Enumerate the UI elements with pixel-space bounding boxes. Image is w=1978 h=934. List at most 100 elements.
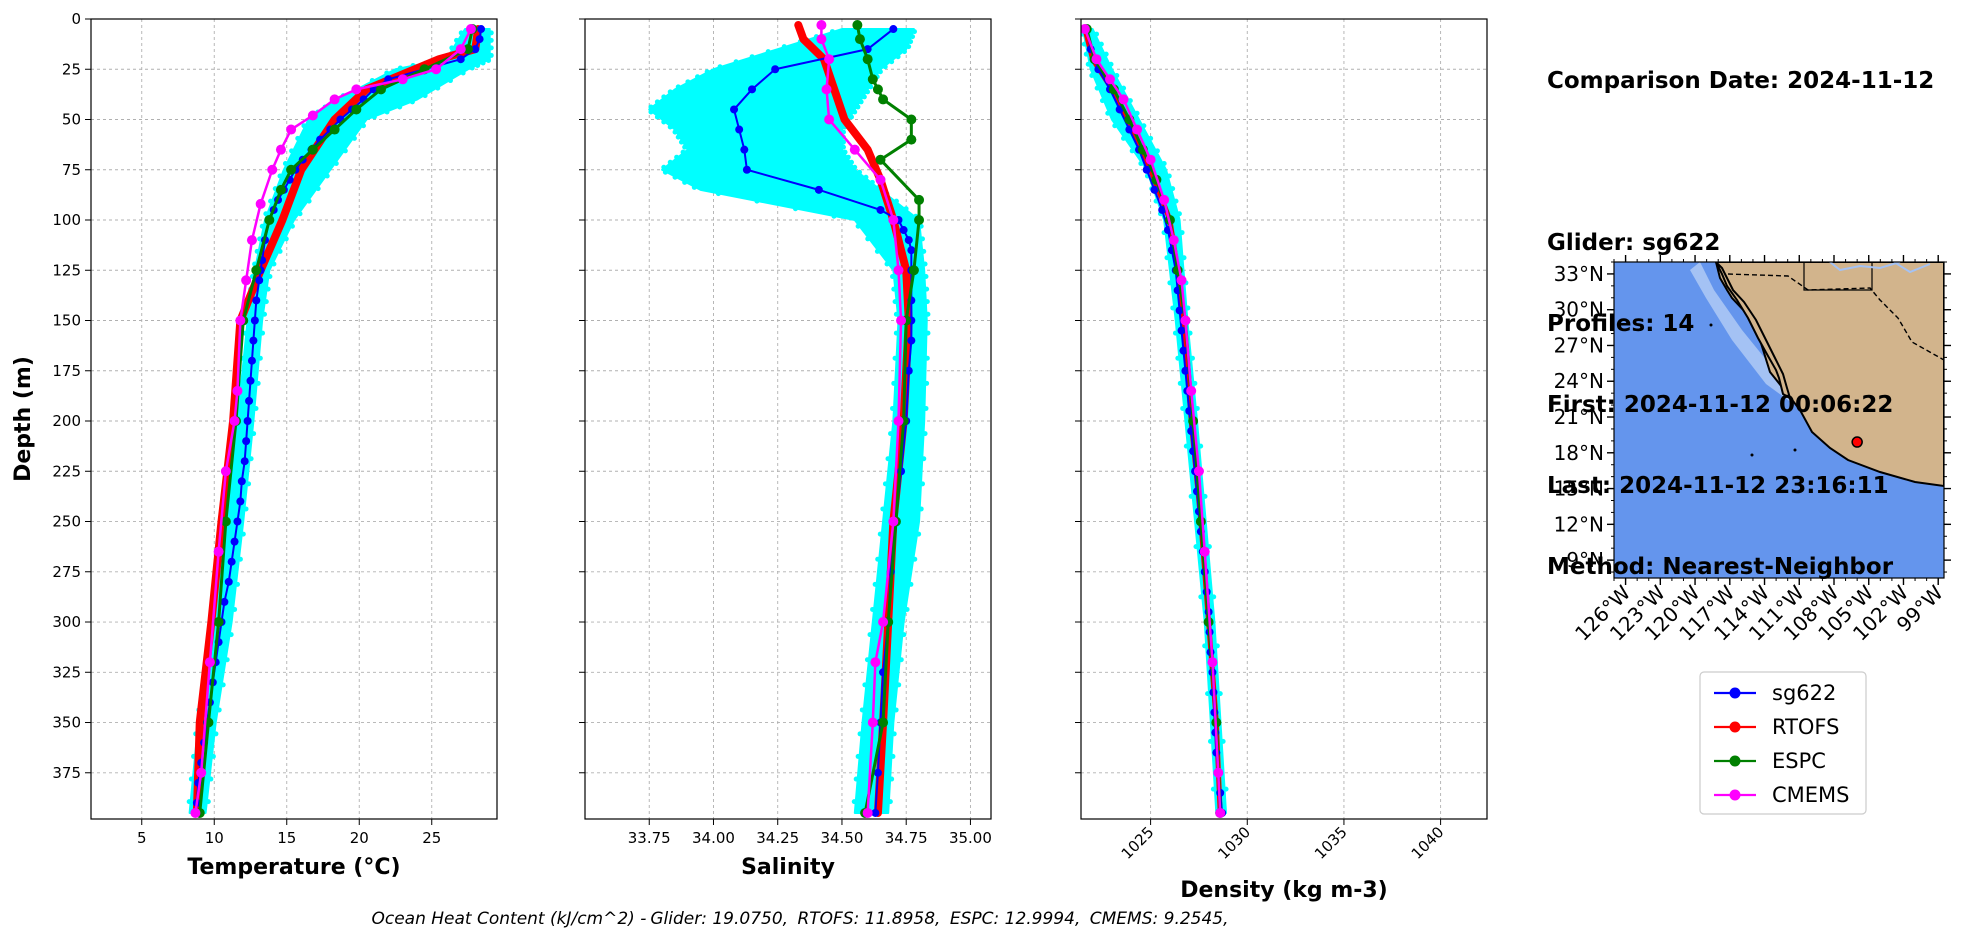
x-tick-label: 35.00 — [949, 829, 992, 847]
series-point-cmems — [1180, 315, 1191, 326]
raw-glider-point — [893, 198, 899, 204]
raw-glider-point — [865, 236, 871, 242]
series-point-cmems — [1168, 235, 1179, 246]
raw-glider-point — [922, 261, 928, 267]
y-tick-label: 300 — [52, 613, 81, 631]
series-point-sg622 — [243, 417, 252, 426]
raw-glider-point — [918, 506, 924, 512]
raw-glider-point — [875, 556, 881, 562]
raw-glider-point — [715, 191, 721, 197]
raw-glider-point — [257, 355, 263, 361]
series-point-sg622 — [1175, 306, 1184, 315]
series-point-sg622 — [233, 517, 242, 526]
series-line-cmems — [1083, 27, 1222, 815]
raw-glider-point — [1099, 98, 1105, 104]
profiles-label: Profiles: 14 — [1547, 311, 1695, 337]
raw-glider-point — [277, 173, 283, 179]
raw-glider-point — [892, 299, 898, 305]
raw-glider-point — [1207, 738, 1213, 744]
raw-glider-point — [904, 606, 910, 612]
map-lat-label: 27°N — [1554, 333, 1604, 357]
raw-glider-point — [667, 124, 673, 130]
ohc-prefix: Ocean Heat Content (kJ/cm^2) - — [371, 909, 647, 929]
comparison-date: Comparison Date: 2024-11-12 — [1547, 68, 1935, 94]
series-point-sg622 — [456, 55, 465, 64]
raw-glider-point — [862, 682, 868, 688]
raw-glider-point — [672, 129, 678, 135]
raw-glider-point — [480, 60, 486, 66]
raw-glider-point — [891, 380, 897, 386]
series-point-espc — [376, 84, 386, 95]
legend-marker — [1729, 755, 1741, 767]
series-point-cmems — [246, 235, 257, 246]
raw-glider-point — [678, 139, 684, 145]
x-tick-label: 1035 — [1311, 823, 1351, 863]
raw-glider-point — [858, 99, 864, 105]
raw-glider-point — [235, 581, 240, 587]
series-point-cmems — [824, 114, 835, 125]
raw-glider-point — [1134, 110, 1140, 116]
raw-glider-point — [882, 481, 888, 487]
raw-glider-point — [855, 223, 861, 229]
raw-glider-point — [896, 682, 902, 688]
series-point-sg622 — [1158, 205, 1167, 214]
raw-glider-point — [263, 299, 269, 305]
raw-glider-point — [672, 174, 678, 180]
series-point-sg622 — [250, 316, 259, 325]
raw-glider-point — [842, 149, 848, 155]
y-tick-label: 200 — [52, 412, 81, 430]
raw-glider-point — [1170, 186, 1176, 192]
map-border — [1727, 273, 1944, 361]
raw-glider-point — [667, 89, 673, 95]
raw-glider-point — [253, 405, 259, 411]
raw-glider-point — [648, 104, 654, 110]
series-point-cmems — [1193, 466, 1204, 477]
raw-glider-point — [289, 223, 295, 229]
y-tick-label: 250 — [52, 513, 81, 531]
raw-glider-point — [675, 134, 681, 140]
raw-glider-point — [781, 44, 787, 50]
series-point-cmems — [286, 124, 297, 135]
raw-glider-point — [855, 104, 861, 110]
raw-glider-point — [1223, 786, 1229, 792]
series-point-espc — [213, 617, 224, 628]
raw-glider-point — [351, 135, 357, 141]
raw-glider-point — [315, 186, 321, 192]
raw-glider-point — [1085, 61, 1091, 67]
series-point-cmems — [888, 215, 899, 226]
raw-glider-point — [1081, 41, 1087, 47]
raw-glider-point — [848, 114, 854, 120]
blank-line — [1547, 149, 1934, 176]
map-land-mainland — [1714, 262, 1944, 488]
raw-glider-point — [1198, 594, 1204, 600]
x-axis-label: Density (kg m-3) — [1180, 878, 1388, 903]
x-tick-label: 33.75 — [628, 829, 671, 847]
series-point-espc — [852, 20, 863, 31]
raw-glider-point — [872, 581, 878, 587]
series-point-cmems — [241, 275, 252, 286]
series-point-cmems — [1091, 54, 1102, 65]
raw-glider-point — [208, 776, 214, 782]
raw-glider-point — [857, 731, 863, 737]
series-point-sg622 — [242, 437, 251, 446]
series-point-cmems — [824, 54, 835, 65]
raw-glider-point — [885, 456, 891, 462]
raw-glider-point — [831, 213, 837, 219]
raw-glider-point — [921, 456, 927, 462]
raw-glider-point — [1206, 544, 1212, 550]
raw-glider-point — [342, 148, 348, 154]
raw-glider-point — [1173, 198, 1179, 204]
series-point-cmems — [465, 24, 476, 35]
raw-glider-point — [186, 799, 192, 805]
raw-glider-point — [188, 776, 194, 782]
raw-glider-point — [1161, 160, 1167, 166]
series-point-espc — [1195, 516, 1206, 527]
raw-glider-point — [882, 64, 888, 70]
raw-glider-point — [295, 135, 301, 141]
raw-glider-point — [733, 59, 739, 65]
series-point-cmems — [220, 466, 231, 477]
raw-glider-point — [205, 799, 211, 805]
x-tick-label: 15 — [277, 829, 296, 847]
y-axis-label: Depth (m) — [11, 356, 36, 482]
